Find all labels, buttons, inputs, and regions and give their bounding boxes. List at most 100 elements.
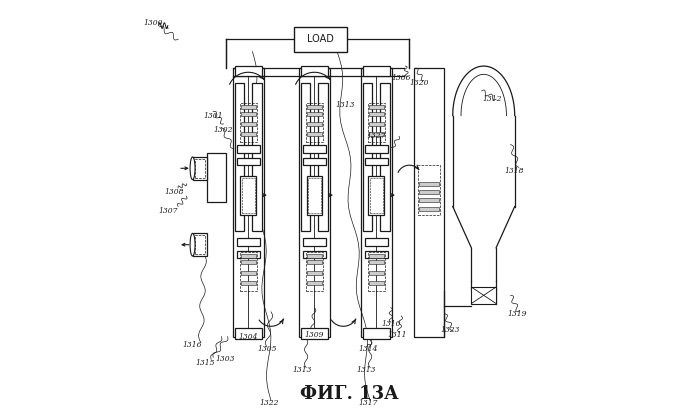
Text: ФИГ. 13А: ФИГ. 13А: [300, 385, 399, 404]
Text: 1307: 1307: [158, 206, 178, 215]
Bar: [301, 328, 328, 339]
Bar: [307, 271, 322, 275]
Bar: [471, 287, 496, 304]
Text: 1313: 1313: [292, 366, 312, 374]
Bar: [369, 105, 384, 109]
Text: 1304: 1304: [238, 332, 258, 341]
Ellipse shape: [190, 157, 195, 180]
Bar: [235, 83, 244, 231]
Bar: [369, 260, 384, 264]
Bar: [301, 66, 328, 76]
Bar: [237, 238, 259, 246]
Bar: [414, 68, 445, 337]
Bar: [363, 328, 390, 339]
Bar: [307, 260, 322, 264]
Bar: [361, 68, 392, 337]
Bar: [192, 233, 208, 256]
Bar: [303, 158, 326, 165]
Text: 1316: 1316: [183, 341, 202, 349]
Bar: [365, 251, 388, 258]
Bar: [307, 281, 322, 285]
Text: 1303: 1303: [216, 355, 236, 363]
Bar: [237, 251, 259, 258]
Bar: [370, 178, 383, 213]
Bar: [369, 112, 384, 116]
Bar: [419, 206, 439, 211]
Text: 1317: 1317: [359, 399, 378, 407]
Bar: [307, 132, 322, 136]
Bar: [419, 198, 439, 202]
Bar: [301, 83, 310, 231]
Bar: [419, 182, 439, 186]
Bar: [305, 103, 323, 142]
Bar: [363, 83, 373, 231]
Text: 1301: 1301: [203, 112, 223, 120]
Bar: [419, 190, 439, 194]
Bar: [241, 260, 256, 264]
Bar: [417, 165, 440, 215]
Text: LOAD: LOAD: [307, 34, 334, 44]
Bar: [237, 145, 259, 153]
Text: 1305: 1305: [257, 345, 277, 353]
Bar: [365, 158, 388, 165]
Bar: [242, 178, 255, 213]
Bar: [237, 158, 259, 165]
Bar: [368, 103, 385, 142]
Text: 1306: 1306: [391, 74, 411, 83]
Bar: [307, 254, 322, 258]
Bar: [240, 103, 257, 142]
Bar: [369, 281, 384, 285]
Text: 1319: 1319: [507, 310, 526, 318]
Bar: [241, 122, 256, 126]
Bar: [194, 159, 206, 178]
Text: 1308: 1308: [164, 188, 184, 196]
Bar: [241, 132, 256, 136]
Bar: [303, 145, 326, 153]
Bar: [240, 252, 257, 291]
Bar: [308, 178, 321, 213]
Text: 1311: 1311: [387, 330, 407, 339]
Bar: [241, 271, 256, 275]
Text: 1313: 1313: [356, 366, 376, 374]
Bar: [194, 235, 206, 254]
Bar: [207, 153, 226, 202]
Bar: [241, 254, 256, 258]
Text: 1314: 1314: [359, 345, 378, 353]
Bar: [307, 122, 322, 126]
Bar: [294, 27, 347, 52]
Bar: [307, 176, 322, 215]
Bar: [233, 68, 264, 337]
Ellipse shape: [190, 233, 195, 256]
Bar: [307, 105, 322, 109]
Text: 1313: 1313: [336, 101, 355, 109]
Bar: [235, 66, 261, 76]
Bar: [365, 238, 388, 246]
Bar: [240, 176, 256, 215]
Bar: [380, 83, 390, 231]
Bar: [299, 68, 330, 337]
Text: 1315: 1315: [195, 359, 215, 368]
Text: 1300: 1300: [143, 19, 163, 27]
Bar: [368, 252, 385, 291]
Bar: [305, 252, 323, 291]
Bar: [303, 238, 326, 246]
Bar: [369, 122, 384, 126]
Text: 1323: 1323: [441, 326, 461, 335]
Bar: [192, 157, 208, 180]
Bar: [303, 251, 326, 258]
Bar: [241, 105, 256, 109]
Bar: [369, 254, 384, 258]
Bar: [241, 281, 256, 285]
Bar: [368, 176, 384, 215]
Bar: [319, 83, 328, 231]
Text: 1320: 1320: [410, 78, 429, 87]
Bar: [369, 271, 384, 275]
Bar: [307, 112, 322, 116]
Bar: [235, 328, 261, 339]
Text: 1318: 1318: [505, 167, 524, 176]
Text: 1327: 1327: [366, 132, 386, 140]
Text: 1302: 1302: [214, 126, 233, 134]
Text: 1310: 1310: [381, 320, 401, 328]
Bar: [363, 66, 390, 76]
Bar: [369, 132, 384, 136]
